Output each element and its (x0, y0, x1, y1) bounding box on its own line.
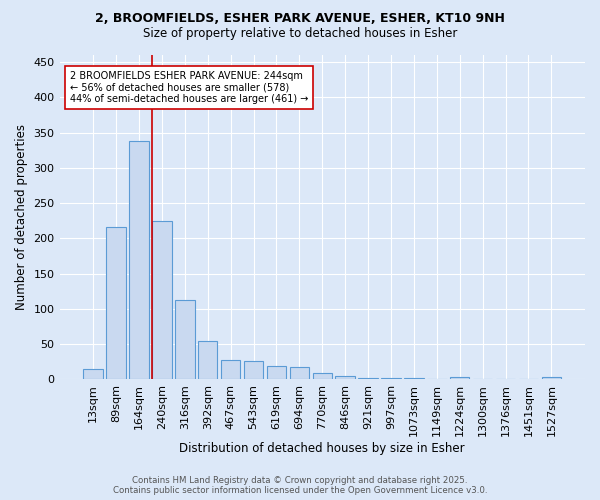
X-axis label: Distribution of detached houses by size in Esher: Distribution of detached houses by size … (179, 442, 465, 455)
Bar (404, 378, 424, 380)
Bar (542, 378, 561, 380)
Text: Size of property relative to detached houses in Esher: Size of property relative to detached ho… (143, 28, 457, 40)
Bar (244, 361, 263, 380)
Bar (290, 368, 309, 380)
Bar (450, 378, 469, 380)
Bar (358, 378, 378, 380)
Bar (313, 373, 332, 380)
Bar (83, 369, 103, 380)
Bar (198, 342, 217, 380)
Bar (335, 376, 355, 380)
Text: 2, BROOMFIELDS, ESHER PARK AVENUE, ESHER, KT10 9NH: 2, BROOMFIELDS, ESHER PARK AVENUE, ESHER… (95, 12, 505, 26)
Bar (129, 141, 149, 380)
Text: 2 BROOMFIELDS ESHER PARK AVENUE: 244sqm
← 56% of detached houses are smaller (57: 2 BROOMFIELDS ESHER PARK AVENUE: 244sqm … (70, 71, 308, 104)
Bar (152, 222, 172, 380)
Y-axis label: Number of detached properties: Number of detached properties (15, 124, 28, 310)
Bar (175, 300, 194, 380)
Bar (381, 378, 401, 380)
Bar (221, 360, 241, 380)
Bar (106, 227, 126, 380)
Bar (267, 366, 286, 380)
Text: Contains HM Land Registry data © Crown copyright and database right 2025.
Contai: Contains HM Land Registry data © Crown c… (113, 476, 487, 495)
